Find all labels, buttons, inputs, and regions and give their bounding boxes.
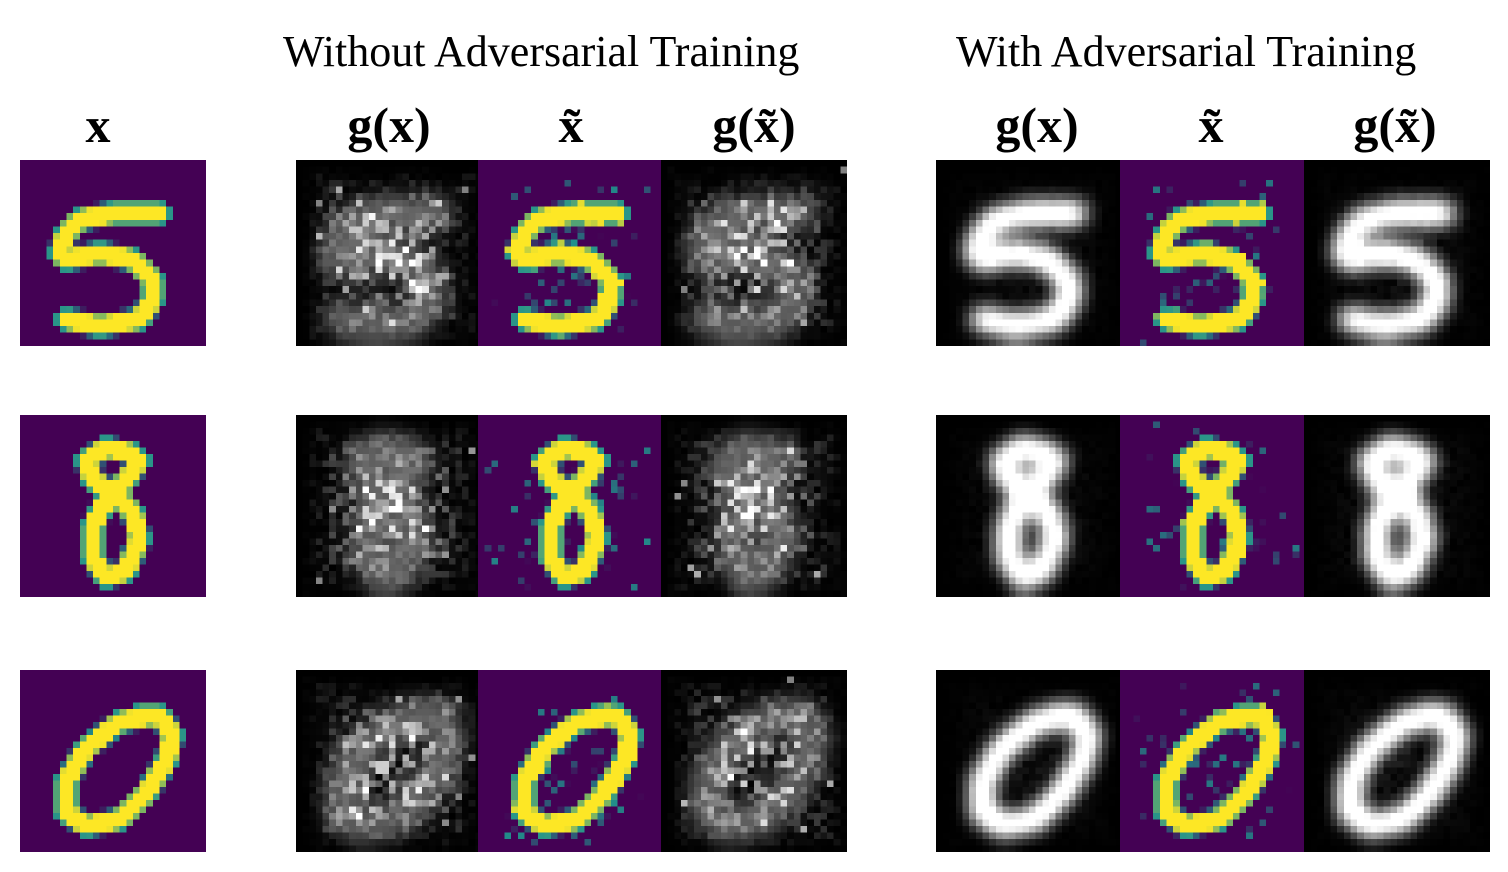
without-gxt-canvas-row-3: [661, 670, 847, 852]
without-gxt-canvas-row-2: [661, 415, 847, 597]
with-gx-image-row-3: [936, 670, 1122, 852]
column-label-gx-without: g(x): [347, 97, 431, 153]
with-gxt-image-row-1: [1304, 160, 1490, 346]
without-xt-image-row-3: [478, 670, 664, 852]
column-label-xt-with: x̃: [1198, 97, 1224, 153]
with-gx-canvas-row-3: [936, 670, 1122, 852]
input-x-canvas-row-3: [20, 670, 206, 852]
without-gxt-image-row-3: [661, 670, 847, 852]
input-x-image-row-3: [20, 670, 206, 852]
without-xt-canvas-row-2: [478, 415, 664, 597]
without-gx-image-row-1: [296, 160, 482, 346]
without-xt-canvas-row-1: [478, 160, 664, 346]
column-label-x: x: [85, 97, 111, 153]
without-gxt-image-row-2: [661, 415, 847, 597]
without-xt-canvas-row-3: [478, 670, 664, 852]
with-xt-image-row-2: [1120, 415, 1306, 597]
without-gxt-image-row-1: [661, 160, 847, 346]
input-x-canvas-row-1: [20, 160, 206, 346]
with-gxt-image-row-2: [1304, 415, 1490, 597]
without-xt-image-row-1: [478, 160, 664, 346]
with-gxt-image-row-3: [1304, 670, 1490, 852]
with-gx-image-row-2: [936, 415, 1122, 597]
without-xt-image-row-2: [478, 415, 664, 597]
input-x-image-row-1: [20, 160, 206, 346]
with-xt-image-row-3: [1120, 670, 1306, 852]
with-gx-canvas-row-2: [936, 415, 1122, 597]
column-label-gxt-without: g(x̃): [712, 97, 796, 153]
with-gxt-canvas-row-3: [1304, 670, 1490, 852]
input-x-canvas-row-2: [20, 415, 206, 597]
without-gx-canvas-row-2: [296, 415, 482, 597]
column-label-gx-with: g(x): [995, 97, 1079, 153]
group-title-without: Without Adversarial Training: [283, 27, 800, 76]
with-gxt-canvas-row-1: [1304, 160, 1490, 346]
without-gxt-canvas-row-1: [661, 160, 847, 346]
without-gx-canvas-row-1: [296, 160, 482, 346]
with-xt-canvas-row-2: [1120, 415, 1306, 597]
input-x-image-row-2: [20, 415, 206, 597]
with-xt-canvas-row-3: [1120, 670, 1306, 852]
with-gxt-canvas-row-2: [1304, 415, 1490, 597]
without-gx-image-row-3: [296, 670, 482, 852]
with-xt-image-row-1: [1120, 160, 1306, 346]
column-label-xt-without: x̃: [558, 97, 584, 153]
with-gx-canvas-row-1: [936, 160, 1122, 346]
group-title-with: With Adversarial Training: [956, 27, 1417, 76]
without-gx-image-row-2: [296, 415, 482, 597]
with-gx-image-row-1: [936, 160, 1122, 346]
column-label-gxt-with: g(x̃): [1353, 97, 1437, 153]
without-gx-canvas-row-3: [296, 670, 482, 852]
with-xt-canvas-row-1: [1120, 160, 1306, 346]
